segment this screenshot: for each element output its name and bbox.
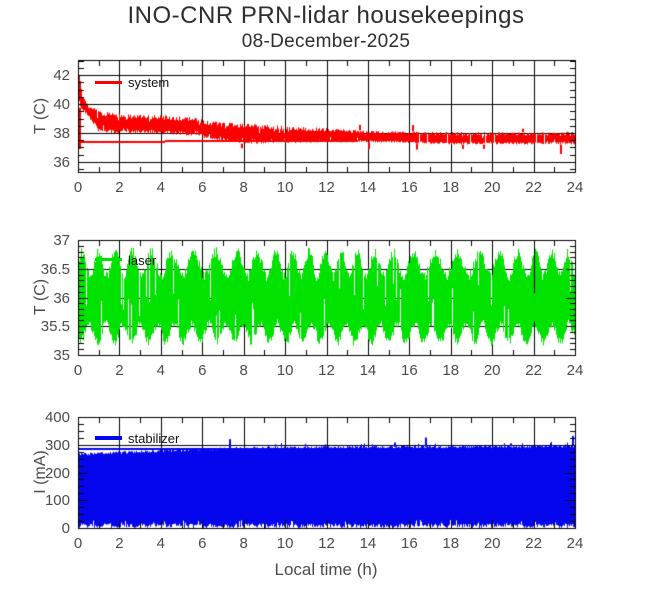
x-tick-label: 6 <box>198 535 207 552</box>
x-tick-label: 0 <box>73 362 83 379</box>
x-tick-label: 22 <box>525 362 542 379</box>
y-tick-label: 400 <box>44 409 70 426</box>
x-tick-label: 8 <box>239 179 248 196</box>
x-tick-label: 12 <box>318 535 335 552</box>
x-tick-label: 18 <box>442 179 460 196</box>
x-tick-label: 0 <box>73 535 83 552</box>
x-tick-label: 0 <box>73 179 83 196</box>
x-tick-label: 2 <box>115 179 124 196</box>
x-tick-label: 14 <box>359 362 377 379</box>
x-tick-label: 20 <box>483 535 501 552</box>
x-tick-label: 10 <box>276 179 294 196</box>
y-tick-label: 38 <box>53 124 70 142</box>
x-tick-label: 14 <box>359 179 377 196</box>
x-tick-label: 24 <box>566 362 584 379</box>
y-tick-label: 100 <box>44 492 70 510</box>
legend-line-system <box>95 81 122 84</box>
y-tick-label: 36.5 <box>40 260 70 278</box>
legend-label-laser: laser <box>128 253 157 268</box>
x-tick-label: 8 <box>239 535 248 552</box>
x-tick-label: 8 <box>239 362 248 379</box>
x-tick-label: 6 <box>198 362 207 379</box>
y-tick-label: 300 <box>44 436 70 454</box>
x-tick-label: 24 <box>566 179 584 196</box>
x-tick-label: 14 <box>359 535 377 552</box>
y-tick-label: 35 <box>53 347 70 364</box>
x-tick-label: 4 <box>156 179 165 196</box>
x-tick-label: 10 <box>276 362 294 379</box>
legend-line-stabilizer <box>95 436 122 440</box>
y-tick-label: 36 <box>53 153 70 171</box>
y-tick-label: 40 <box>53 96 70 114</box>
legend-label-system: system <box>128 75 170 90</box>
y-tick-label: 35.5 <box>40 318 70 336</box>
x-tick-label: 2 <box>115 362 124 379</box>
x-tick-label: 12 <box>318 179 335 196</box>
x-tick-label: 16 <box>400 362 418 379</box>
x-axis-title: Local time (h) <box>274 560 378 579</box>
x-tick-label: 10 <box>276 535 294 552</box>
y-tick-label: 42 <box>53 67 70 85</box>
x-tick-label: 2 <box>115 535 124 552</box>
y-tick-label: 37 <box>53 232 70 249</box>
x-tick-label: 4 <box>156 535 165 552</box>
x-tick-label: 4 <box>156 362 165 379</box>
x-tick-label: 16 <box>400 179 418 196</box>
x-tick-label: 22 <box>525 535 542 552</box>
x-tick-label: 20 <box>483 179 501 196</box>
y-tick-label: 200 <box>44 464 70 482</box>
x-tick-label: 24 <box>566 535 584 552</box>
x-tick-label: 20 <box>483 362 501 379</box>
x-tick-label: 16 <box>400 535 418 552</box>
x-tick-label: 6 <box>198 179 207 196</box>
x-tick-label: 22 <box>525 179 542 196</box>
legend-line-laser <box>95 258 122 261</box>
x-tick-label: 18 <box>442 535 460 552</box>
y-tick-label: 0 <box>61 520 70 537</box>
x-tick-label: 18 <box>442 362 460 379</box>
legend-label-stabilizer: stabilizer <box>128 431 180 446</box>
x-tick-label: 12 <box>318 362 335 379</box>
y-tick-label: 36 <box>53 289 70 307</box>
